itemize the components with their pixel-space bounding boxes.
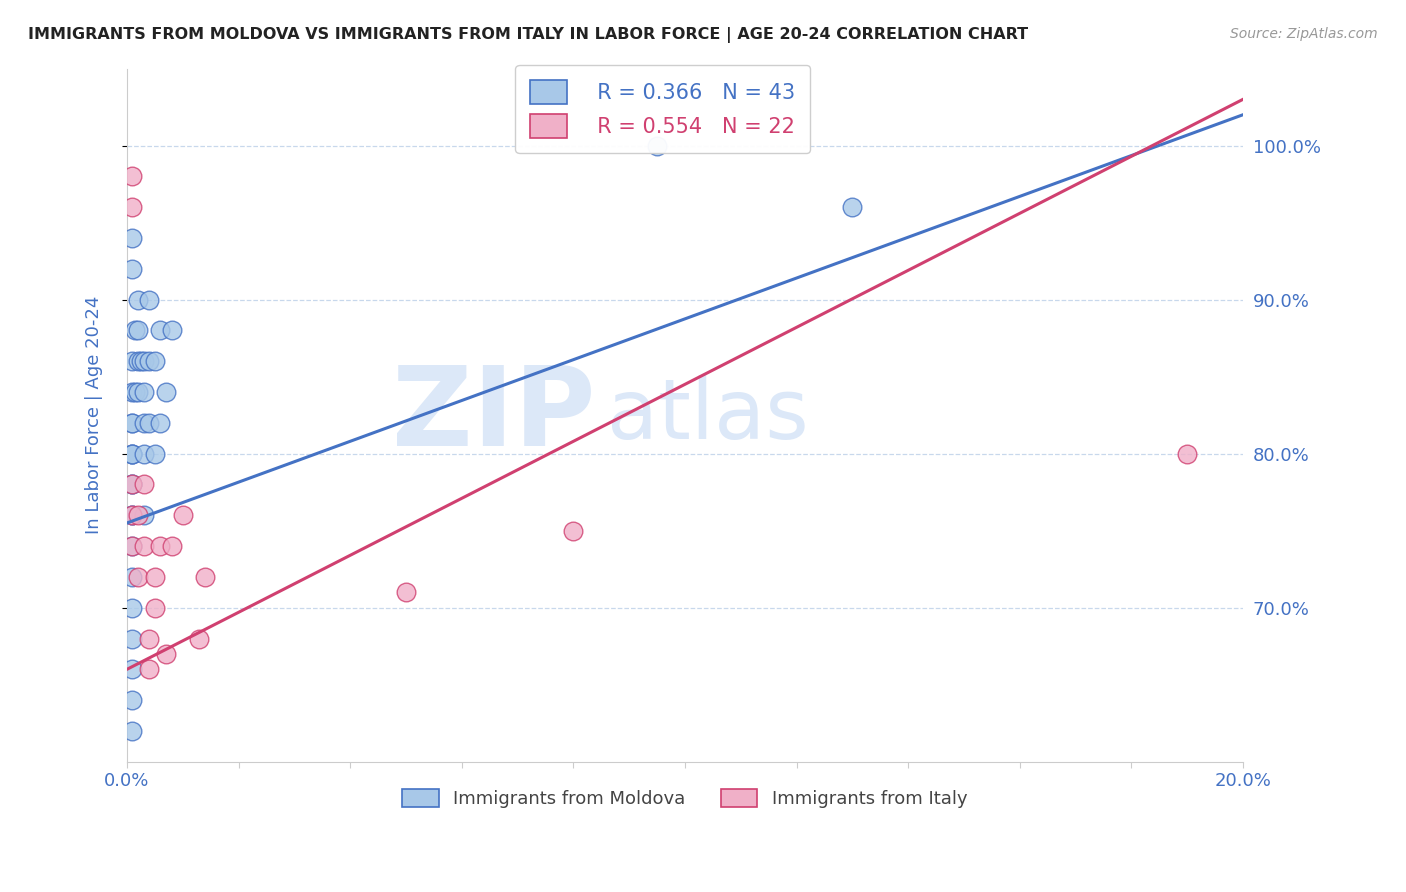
Point [172, 508, 194, 523]
Point [121, 600, 143, 615]
Point [121, 416, 143, 430]
Point [138, 354, 160, 368]
Point [1175, 447, 1198, 461]
Point [127, 354, 149, 368]
Point [143, 600, 166, 615]
Point [127, 570, 149, 584]
Point [138, 662, 160, 676]
Point [121, 693, 143, 707]
Point [124, 385, 146, 400]
Point [127, 293, 149, 307]
Point [188, 632, 211, 646]
Point [121, 662, 143, 676]
Point [129, 354, 152, 368]
Point [121, 385, 143, 400]
Point [160, 323, 183, 337]
Point [121, 200, 143, 214]
Y-axis label: In Labor Force | Age 20-24: In Labor Force | Age 20-24 [86, 296, 103, 534]
Point [138, 293, 160, 307]
Point [143, 354, 166, 368]
Text: atlas: atlas [607, 375, 808, 456]
Point [121, 508, 143, 523]
Point [143, 447, 166, 461]
Point [121, 416, 143, 430]
Point [121, 447, 143, 461]
Point [149, 416, 172, 430]
Point [121, 508, 143, 523]
Point [121, 723, 143, 738]
Point [121, 477, 143, 491]
Point [127, 323, 149, 337]
Point [121, 570, 143, 584]
Point [149, 323, 172, 337]
Point [143, 570, 166, 584]
Point [121, 261, 143, 276]
Point [132, 447, 155, 461]
Point [155, 647, 177, 661]
Point [138, 632, 160, 646]
Point [132, 354, 155, 368]
Point [121, 632, 143, 646]
Point [645, 138, 668, 153]
Point [132, 539, 155, 553]
Point [132, 477, 155, 491]
Text: IMMIGRANTS FROM MOLDOVA VS IMMIGRANTS FROM ITALY IN LABOR FORCE | AGE 20-24 CORR: IMMIGRANTS FROM MOLDOVA VS IMMIGRANTS FR… [28, 27, 1028, 43]
Point [132, 416, 155, 430]
Point [127, 385, 149, 400]
Point [395, 585, 418, 599]
Text: Source: ZipAtlas.com: Source: ZipAtlas.com [1230, 27, 1378, 41]
Point [124, 323, 146, 337]
Point [132, 385, 155, 400]
Point [121, 447, 143, 461]
Point [121, 477, 143, 491]
Point [155, 385, 177, 400]
Point [121, 169, 143, 184]
Legend: Immigrants from Moldova, Immigrants from Italy: Immigrants from Moldova, Immigrants from… [395, 781, 974, 815]
Point [121, 508, 143, 523]
Point [121, 539, 143, 553]
Point [160, 539, 183, 553]
Point [194, 570, 217, 584]
Point [149, 539, 172, 553]
Point [121, 539, 143, 553]
Point [562, 524, 585, 538]
Point [121, 354, 143, 368]
Point [138, 416, 160, 430]
Text: ZIP: ZIP [392, 361, 596, 468]
Point [121, 477, 143, 491]
Point [127, 508, 149, 523]
Point [841, 200, 863, 214]
Point [121, 447, 143, 461]
Point [132, 508, 155, 523]
Point [121, 231, 143, 245]
